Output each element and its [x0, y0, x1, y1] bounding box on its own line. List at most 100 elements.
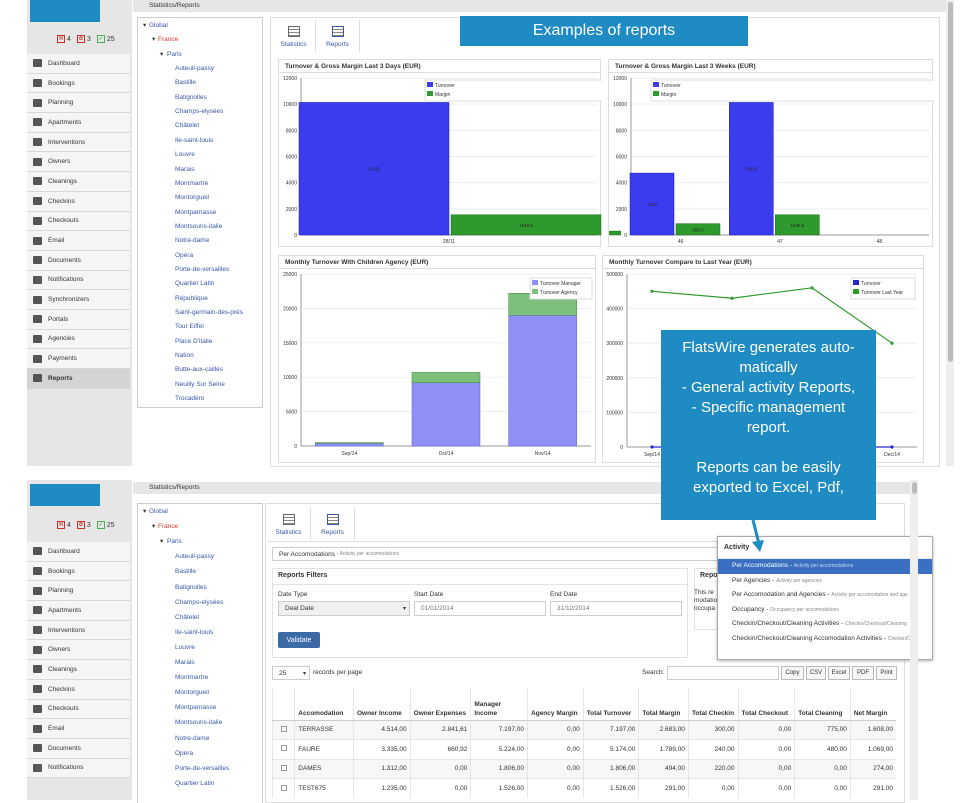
menu-item-email[interactable]: Email: [27, 231, 130, 251]
menu-item-checkins[interactable]: Checkins: [27, 191, 130, 212]
tree-node-district[interactable]: Louvre: [175, 643, 195, 651]
scroll-thumb[interactable]: [947, 2, 953, 362]
menu-item-notifications[interactable]: Notifications: [27, 758, 130, 779]
menu-item-planning[interactable]: Planning: [27, 581, 130, 602]
column-header[interactable]: Total Checkout: [737, 688, 795, 721]
top-scrollbar[interactable]: [946, 0, 954, 466]
menu-item-bookings[interactable]: Bookings: [27, 73, 130, 94]
tree-node-district[interactable]: Auteuil-passy: [175, 65, 215, 73]
line-point[interactable]: [650, 445, 654, 449]
dropdown-option[interactable]: Checkin/Checkout/Cleaning Activities - C…: [732, 620, 907, 627]
dropdown-option[interactable]: Per Accomodation and Agencies - Activity…: [732, 591, 908, 598]
tab-statistics[interactable]: Statistics: [267, 508, 311, 540]
bar-turnover-manager[interactable]: [508, 315, 577, 447]
tree-node-paris[interactable]: Paris: [167, 50, 182, 58]
dropdown-option[interactable]: Occupancy - Occupancy per accomodations: [732, 605, 839, 613]
menu-item-notifications[interactable]: Notifications: [27, 270, 130, 291]
line-point[interactable]: [890, 341, 894, 345]
column-header[interactable]: Owner Expenses: [409, 688, 471, 721]
column-header[interactable]: Total Cleaning: [794, 688, 851, 721]
tab-reports[interactable]: Reports: [316, 20, 360, 52]
table-row[interactable]: TERRASSE 4.514,00 2.841,61 7.197,00 0,00 7.19…: [271, 719, 896, 740]
export-copy-button[interactable]: Copy: [781, 666, 804, 680]
column-header[interactable]: Total Checkin: [687, 688, 739, 721]
tree-node-district[interactable]: Marais: [175, 659, 195, 666]
column-header[interactable]: Accomodation: [294, 688, 354, 721]
table-row[interactable]: TEST675 1.235,00 0,00 1.526,00 0,00 1.526,00 2…: [271, 778, 896, 798]
tree-node-district[interactable]: Saint-germain-des-prés: [175, 309, 243, 316]
column-header[interactable]: Owner Income: [352, 688, 411, 721]
tab-statistics[interactable]: Statistics: [272, 20, 316, 52]
line-point[interactable]: [890, 445, 894, 449]
column-header[interactable]: Total Margin: [638, 688, 689, 721]
menu-item-agencies[interactable]: Agencies: [27, 329, 130, 350]
tree-node-district[interactable]: Bastille: [175, 79, 196, 87]
tree-node-district[interactable]: Nation: [175, 352, 194, 360]
bar-turnover[interactable]: [298, 102, 450, 236]
tree-node-district[interactable]: Marais: [175, 165, 195, 173]
counter-clock[interactable]: ⏱ 3: [76, 35, 91, 43]
bar-turnover-manager[interactable]: [411, 382, 481, 447]
tree-node-district[interactable]: Montsouris-italie: [175, 719, 223, 727]
bar-margin[interactable]: [675, 223, 721, 236]
table-row[interactable]: DAMES 1.312,00 0,00 1.806,00 0,00 1.806,00 494…: [271, 758, 896, 779]
tree-node-district[interactable]: Neuilly Sur Seine: [175, 380, 225, 388]
tree-node-district[interactable]: Batignolles: [175, 583, 207, 591]
line-point[interactable]: [650, 289, 654, 293]
date-type-select[interactable]: Deal Date ▾: [278, 601, 410, 616]
row-checkbox[interactable]: [280, 784, 287, 791]
tree-node-district[interactable]: Quartier Latin: [175, 280, 215, 288]
menu-item-planning[interactable]: Planning: [27, 93, 130, 114]
tree-node-district[interactable]: Châtelet: [175, 122, 200, 130]
dropdown-option[interactable]: Per Agencies - Activity per agencies: [732, 576, 822, 584]
tree-node-district[interactable]: Auteuil-passy: [175, 553, 215, 561]
tree-node-district[interactable]: Montorgueil: [175, 194, 209, 202]
menu-item-owners[interactable]: Owners: [27, 152, 130, 173]
menu-item-email[interactable]: Email: [27, 719, 130, 739]
tree-node-district[interactable]: Quartier Latin: [175, 779, 215, 787]
tree-node-district[interactable]: Montparnasse: [175, 208, 217, 216]
end-date-input[interactable]: 31/12/2014: [550, 601, 682, 616]
page-size-select[interactable]: 25 ▾: [272, 666, 310, 680]
menu-item-reports[interactable]: Reports: [27, 369, 130, 389]
tree-node-district[interactable]: Ile-saint-louis: [175, 136, 214, 144]
bar-turnover[interactable]: [629, 172, 675, 236]
export-pdf-button[interactable]: PDF: [852, 666, 874, 680]
menu-item-documents[interactable]: Documents: [27, 738, 130, 759]
tree-node-district[interactable]: Opéra: [175, 251, 194, 259]
tree-node-france[interactable]: France: [158, 523, 179, 531]
menu-item-interventions[interactable]: Interventions: [27, 132, 130, 153]
row-checkbox[interactable]: [280, 725, 287, 732]
menu-item-portals[interactable]: Portals: [27, 309, 130, 330]
bar-turnover-agency[interactable]: [411, 372, 481, 383]
tree-node-district[interactable]: Ile-saint-louis: [175, 628, 214, 636]
tree-node-district[interactable]: Notre-dame: [175, 734, 210, 742]
tree-node-france[interactable]: France: [158, 36, 179, 44]
tree-node-district[interactable]: Montmartre: [175, 674, 209, 682]
tree-node-district[interactable]: Place D'italie: [175, 337, 213, 345]
tree-node-district[interactable]: Montmartre: [175, 179, 209, 187]
dropdown-option[interactable]: Per Accomodations - Activity per accomod…: [718, 559, 932, 574]
column-header[interactable]: Total Turnover: [582, 688, 639, 721]
tree-node-district[interactable]: Bastille: [175, 568, 196, 576]
tree-node-district[interactable]: Opéra: [175, 749, 194, 757]
bar-margin[interactable]: [450, 214, 602, 236]
column-header[interactable]: Net Margin: [849, 688, 896, 721]
tree-node-district[interactable]: Louvre: [175, 151, 195, 159]
tree-node-district[interactable]: Montorgueil: [175, 689, 209, 697]
tree-node-paris[interactable]: Paris: [167, 538, 182, 546]
row-checkbox[interactable]: [280, 745, 287, 752]
bottom-scrollbar[interactable]: [910, 480, 918, 800]
menu-item-dashboard[interactable]: Dashboard: [27, 542, 130, 562]
tab-reports[interactable]: Reports: [311, 508, 355, 540]
menu-item-cleanings[interactable]: Cleanings: [27, 660, 130, 680]
menu-item-checkins[interactable]: Checkins: [27, 679, 130, 700]
tree-node-district[interactable]: Montsouris-italie: [175, 222, 223, 230]
counter-clock[interactable]: ⏱ 3: [76, 521, 91, 529]
table-row[interactable]: FAURE 3.335,00 660,92 5.224,00 0,00 5.174,00 1…: [271, 739, 896, 759]
tree-node-district[interactable]: Porte-de-versailles: [175, 764, 230, 772]
row-checkbox[interactable]: [280, 764, 287, 771]
tree-node-district[interactable]: Champs-elysées: [175, 598, 224, 606]
tree-node-district[interactable]: Notre-dame: [175, 237, 210, 245]
